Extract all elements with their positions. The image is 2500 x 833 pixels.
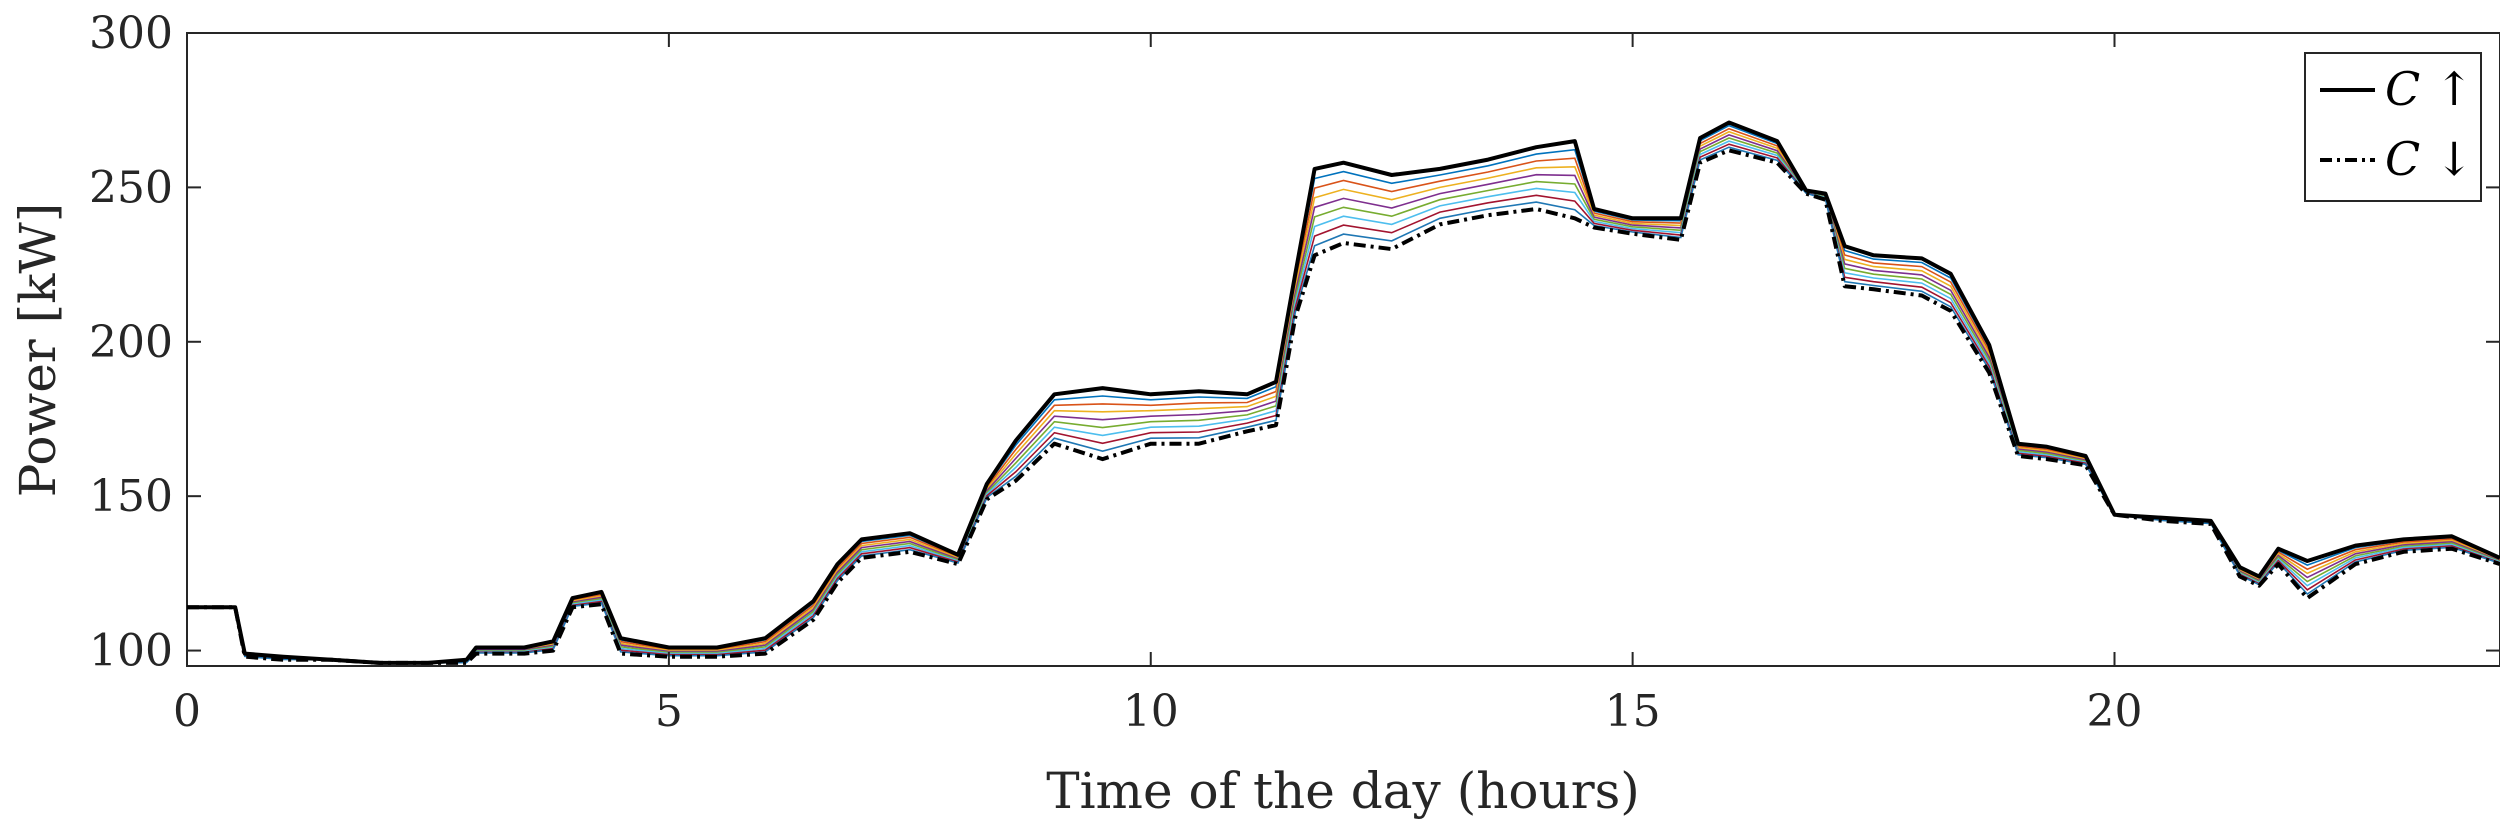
y-tick-label: 150 (89, 471, 173, 522)
plot-area (186, 32, 2500, 667)
x-tick-label: 10 (1123, 686, 1179, 737)
x-axis-label: Time of the day (hours) (1046, 762, 1640, 820)
legend: C ↑ C ↓ (2304, 52, 2482, 202)
x-tick-label: 5 (655, 686, 683, 737)
x-axis: 0 5 10 15 20 (173, 33, 2143, 737)
bound-series-group (187, 120, 2500, 665)
x-tick-label: 20 (2087, 686, 2143, 737)
y-tick-label: 300 (89, 8, 173, 59)
legend-box (2304, 52, 2482, 202)
legend-label-upper: C ↑ (2385, 62, 2473, 116)
y-axis-label: Power [kW] (9, 203, 67, 498)
series-line-lower-bound (187, 148, 2500, 665)
y-tick-label: 250 (89, 162, 173, 213)
x-tick-label: 0 (173, 686, 201, 737)
legend-label-lower: C ↓ (2385, 132, 2473, 186)
y-axis: 100 150 200 250 300 (89, 8, 2500, 677)
x-tick-label: 15 (1605, 686, 1661, 737)
series-line-upper-bound (187, 120, 2500, 665)
y-tick-label: 100 (89, 626, 173, 677)
y-tick-label: 200 (89, 317, 173, 368)
